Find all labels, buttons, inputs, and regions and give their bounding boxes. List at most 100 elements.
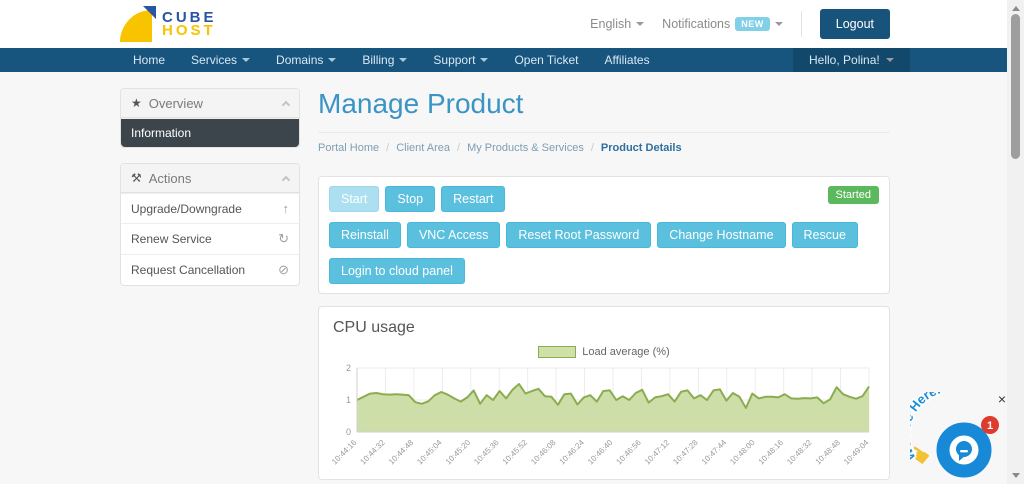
- user-menu[interactable]: Hello, Polina!: [793, 48, 910, 72]
- actions-panel-header[interactable]: ⚒ Actions: [121, 164, 299, 193]
- stop-button[interactable]: Stop: [385, 186, 435, 212]
- svg-text:10:46:24: 10:46:24: [558, 438, 587, 467]
- chevron-down-icon: [775, 22, 783, 26]
- scrollbar-thumb[interactable]: [1011, 14, 1020, 159]
- chat-widget-graphic: We Are Here! 1: [910, 392, 1006, 482]
- language-dropdown[interactable]: English: [590, 17, 644, 31]
- nav-item-billing[interactable]: Billing: [349, 48, 420, 72]
- cubehost-logo[interactable]: CUBE HOST: [120, 6, 217, 42]
- scroll-down-arrow[interactable]: [1007, 467, 1024, 484]
- svg-text:10:45:36: 10:45:36: [472, 438, 501, 467]
- breadcrumb-my-products[interactable]: My Products & Services: [467, 142, 584, 154]
- svg-text:1: 1: [346, 395, 351, 405]
- vnc-access-button[interactable]: VNC Access: [407, 222, 500, 248]
- chat-bubble-icon: [956, 441, 972, 457]
- nav-item-open-ticket[interactable]: Open Ticket: [501, 48, 591, 72]
- start-button[interactable]: Start: [329, 186, 379, 212]
- actions-panel: ⚒ Actions Upgrade/Downgrade ↑ Renew Serv…: [120, 163, 300, 286]
- upgrade-arrow-icon: ↑: [283, 201, 290, 216]
- chevron-down-icon: [480, 58, 488, 62]
- svg-text:10:46:56: 10:46:56: [614, 438, 643, 467]
- page-scrollbar[interactable]: [1007, 0, 1024, 484]
- svg-text:10:45:04: 10:45:04: [415, 438, 444, 467]
- notifications-label: Notifications: [662, 17, 730, 31]
- reinstall-button[interactable]: Reinstall: [329, 222, 401, 248]
- renew-icon: ↻: [278, 231, 289, 247]
- svg-text:10:48:48: 10:48:48: [814, 438, 843, 467]
- sidebar-item-information[interactable]: Information: [121, 118, 299, 147]
- chevron-down-icon: [328, 58, 336, 62]
- wrench-icon: ⚒: [131, 171, 142, 185]
- main-navbar: Home Services Domains Billing Support Op…: [0, 48, 1024, 72]
- svg-text:10:48:16: 10:48:16: [757, 438, 786, 467]
- close-icon[interactable]: ×: [998, 392, 1006, 406]
- svg-text:10:47:28: 10:47:28: [671, 438, 700, 467]
- cpu-usage-panel: CPU usage Load average (%) 10:44:1610:44…: [318, 306, 890, 480]
- legend-swatch: [538, 346, 576, 358]
- star-icon: ★: [131, 96, 142, 110]
- svg-text:10:45:20: 10:45:20: [444, 438, 473, 467]
- actions-title: Actions: [149, 171, 192, 186]
- svg-text:10:49:04: 10:49:04: [842, 438, 871, 467]
- page-title: Manage Product: [318, 88, 890, 133]
- language-label: English: [590, 17, 631, 31]
- breadcrumb-client-area[interactable]: Client Area: [396, 142, 450, 154]
- chat-bubble-mouth: [960, 450, 968, 452]
- svg-text:10:48:32: 10:48:32: [785, 438, 814, 467]
- sidebar-item-renew-service[interactable]: Renew Service ↻: [121, 223, 299, 254]
- header-divider: [801, 11, 802, 37]
- logout-button[interactable]: Logout: [820, 9, 890, 39]
- svg-text:10:44:16: 10:44:16: [330, 438, 359, 467]
- main-content: Manage Product Portal Home / Client Area…: [318, 88, 890, 484]
- nav-item-services[interactable]: Services: [178, 48, 263, 72]
- chevron-down-icon: [242, 58, 250, 62]
- nav-item-home[interactable]: Home: [120, 48, 178, 72]
- chevron-down-icon: [399, 58, 407, 62]
- overview-panel-header[interactable]: ★ Overview: [121, 89, 299, 118]
- breadcrumb: Portal Home / Client Area / My Products …: [318, 142, 890, 154]
- breadcrumb-product-details[interactable]: Product Details: [601, 142, 682, 154]
- svg-text:10:46:08: 10:46:08: [529, 438, 558, 467]
- live-chat-widget[interactable]: We Are Here! 1 × ☚: [910, 392, 1006, 482]
- sidebar: ★ Overview Information ⚒ Actions Upgrade…: [120, 88, 300, 484]
- svg-text:10:45:52: 10:45:52: [501, 438, 530, 467]
- svg-text:10:44:32: 10:44:32: [358, 438, 387, 467]
- chevron-down-icon: [886, 58, 894, 62]
- status-badge: Started: [828, 186, 879, 204]
- ban-icon: ⊘: [278, 262, 289, 278]
- svg-text:0: 0: [346, 427, 351, 437]
- breadcrumb-portal-home[interactable]: Portal Home: [318, 142, 379, 154]
- sidebar-item-request-cancellation[interactable]: Request Cancellation ⊘: [121, 254, 299, 285]
- svg-text:10:46:40: 10:46:40: [586, 438, 615, 467]
- top-header: CUBE HOST English Notifications NEW Logo…: [0, 0, 1024, 48]
- chevron-up-icon: [282, 100, 290, 108]
- sidebar-item-upgrade-downgrade[interactable]: Upgrade/Downgrade ↑: [121, 193, 299, 223]
- rescue-button[interactable]: Rescue: [792, 222, 858, 248]
- cpu-usage-chart: 10:44:1610:44:3210:44:4810:45:0410:45:20…: [333, 360, 873, 474]
- breadcrumb-separator: /: [591, 142, 594, 154]
- restart-button[interactable]: Restart: [441, 186, 505, 212]
- chart-title: CPU usage: [333, 319, 875, 337]
- svg-text:10:47:44: 10:47:44: [700, 438, 729, 467]
- login-cloud-panel-button[interactable]: Login to cloud panel: [329, 258, 465, 284]
- notifications-dropdown[interactable]: Notifications NEW: [662, 17, 783, 31]
- user-greeting-label: Hello, Polina!: [809, 53, 880, 67]
- cubehost-logo-icon: [120, 6, 156, 42]
- overview-title: Overview: [149, 96, 203, 111]
- nav-item-affiliates[interactable]: Affiliates: [591, 48, 662, 72]
- chevron-down-icon: [636, 22, 644, 26]
- nav-item-support[interactable]: Support: [420, 48, 501, 72]
- change-hostname-button[interactable]: Change Hostname: [657, 222, 785, 248]
- reset-root-password-button[interactable]: Reset Root Password: [506, 222, 651, 248]
- chevron-up-icon: [282, 175, 290, 183]
- svg-text:10:47:12: 10:47:12: [643, 438, 672, 467]
- breadcrumb-separator: /: [386, 142, 389, 154]
- legend-label: Load average (%): [582, 346, 669, 358]
- logo-text: CUBE HOST: [162, 11, 217, 37]
- new-badge: NEW: [735, 17, 770, 31]
- server-controls-panel: Start Stop Restart Started Reinstall VNC…: [318, 176, 890, 294]
- overview-panel: ★ Overview Information: [120, 88, 300, 148]
- nav-item-domains[interactable]: Domains: [263, 48, 349, 72]
- unread-count: 1: [987, 420, 993, 432]
- svg-text:2: 2: [346, 363, 351, 373]
